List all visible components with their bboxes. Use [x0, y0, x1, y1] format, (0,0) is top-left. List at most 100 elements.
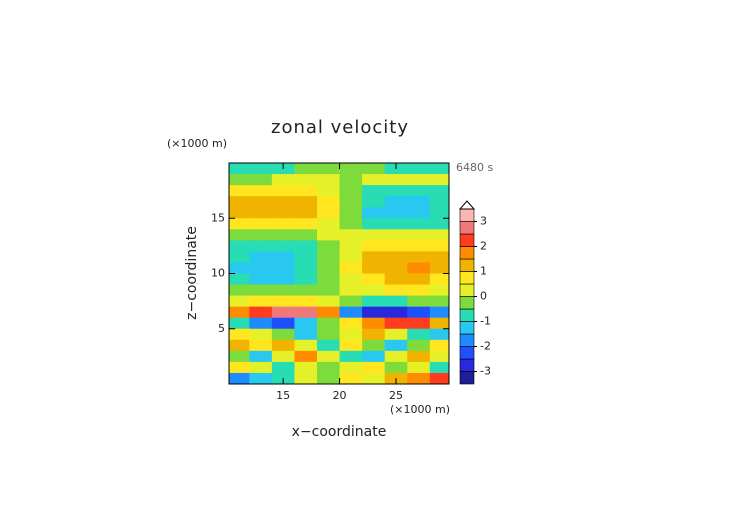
- x-tick-label: 20: [333, 389, 347, 402]
- contour-cell: [407, 361, 431, 374]
- contour-cell: [429, 185, 450, 197]
- colorbar-bin: [459, 308, 475, 322]
- contour-cell: [407, 240, 431, 252]
- contour-cell: [317, 295, 341, 308]
- chart-title: zonal velocity: [271, 117, 409, 138]
- contour-cell: [249, 372, 273, 385]
- contour-cell: [229, 295, 250, 308]
- contour-cell: [271, 306, 295, 319]
- contour-cell: [229, 196, 250, 208]
- contour-cell: [339, 262, 363, 274]
- contour-cell: [429, 218, 450, 230]
- contour-cell: [362, 295, 386, 308]
- colorbar-bin: [459, 233, 475, 247]
- y-tick-label: 5: [218, 322, 225, 335]
- contour-cell: [339, 328, 363, 341]
- contour-cell: [384, 284, 408, 297]
- colorbar-tick-label: 3: [480, 215, 487, 228]
- contour-cell: [429, 273, 450, 286]
- contour-cell: [429, 240, 450, 252]
- colorbar-bin: [459, 346, 475, 360]
- contour-cell: [229, 174, 250, 186]
- contour-cell: [317, 317, 341, 330]
- contour-cell: [249, 295, 273, 308]
- contour-cell: [294, 185, 318, 197]
- contour-cell: [249, 328, 273, 341]
- contour-cell: [384, 174, 408, 186]
- contour-cell: [271, 295, 295, 308]
- contour-cell: [229, 251, 250, 263]
- colorbar-bin: [459, 333, 475, 347]
- contour-cell: [362, 306, 386, 319]
- contour-cell: [429, 339, 450, 352]
- contour-cell: [229, 163, 250, 175]
- contour-cell: [229, 207, 250, 219]
- contour-cell: [407, 350, 431, 363]
- contour-cell: [362, 284, 386, 297]
- contour-cell: [339, 251, 363, 263]
- contour-cell: [317, 163, 341, 175]
- contour-cell: [407, 273, 431, 286]
- contour-cell: [229, 361, 250, 374]
- contour-cell: [249, 163, 273, 175]
- contour-cell: [429, 207, 450, 219]
- contour-cell: [362, 240, 386, 252]
- contour-cell: [362, 196, 386, 208]
- contour-cell: [294, 174, 318, 186]
- contour-cell: [339, 174, 363, 186]
- colorbar-bin: [459, 271, 475, 285]
- contour-cell: [407, 262, 431, 274]
- contour-cell: [362, 218, 386, 230]
- contour-cell: [362, 174, 386, 186]
- x-tick-label: 25: [389, 389, 403, 402]
- contour-cell: [249, 218, 273, 230]
- contour-cell: [249, 196, 273, 208]
- contour-cell: [249, 361, 273, 374]
- contour-cell: [339, 372, 363, 385]
- axes: 15 20 25 5 10 15: [211, 163, 449, 402]
- contour-cell: [271, 361, 295, 374]
- contour-cell: [429, 196, 450, 208]
- colorbar-over-arrow: [458, 200, 476, 210]
- colorbar-bin: [459, 246, 475, 260]
- contour-cell: [384, 273, 408, 286]
- contour-cell: [317, 207, 341, 219]
- contour-cell: [271, 229, 295, 241]
- contour-cell: [362, 251, 386, 263]
- y-axis-label: z−coordinate: [184, 226, 200, 320]
- colorbar-bin: [459, 258, 475, 272]
- contour-cell: [429, 317, 450, 330]
- contour-cell: [429, 372, 450, 385]
- contour-cell: [384, 196, 408, 208]
- contour-cell: [317, 361, 341, 374]
- contour-cell: [271, 251, 295, 263]
- contour-cell: [429, 174, 450, 186]
- contour-cell: [229, 218, 250, 230]
- contour-cell: [339, 163, 363, 175]
- contour-cell: [362, 163, 386, 175]
- contour-cell: [271, 196, 295, 208]
- contour-cell: [271, 185, 295, 197]
- contour-cell: [407, 295, 431, 308]
- contour-cell: [407, 284, 431, 297]
- contour-cell: [339, 185, 363, 197]
- contour-cell: [294, 306, 318, 319]
- colorbar-tick-label: -3: [480, 365, 491, 378]
- contour-cell: [294, 240, 318, 252]
- contour-cell: [294, 295, 318, 308]
- contour-cell: [317, 350, 341, 363]
- contour-cell: [249, 229, 273, 241]
- contour-cell: [271, 207, 295, 219]
- colorbar-tick-label: 2: [480, 240, 487, 253]
- contour-cell: [384, 218, 408, 230]
- contour-cell: [317, 240, 341, 252]
- contour-cell: [249, 262, 273, 274]
- contour-cell: [362, 339, 386, 352]
- contour-cell: [229, 306, 250, 319]
- contour-cell: [384, 306, 408, 319]
- colorbar-tick-label: 0: [480, 290, 487, 303]
- contour-cell: [362, 207, 386, 219]
- field: [229, 163, 450, 385]
- contour-cell: [294, 317, 318, 330]
- contour-cell: [271, 317, 295, 330]
